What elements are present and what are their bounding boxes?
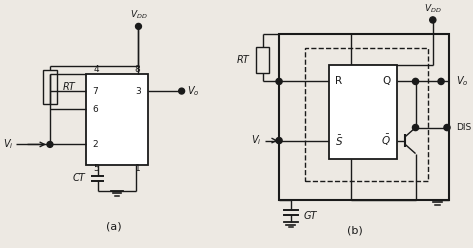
Bar (329, 65, 397, 159)
Text: RT: RT (237, 55, 250, 65)
Text: 1: 1 (134, 164, 140, 173)
Circle shape (136, 23, 141, 29)
Circle shape (412, 78, 419, 85)
Text: RT: RT (62, 82, 75, 92)
Text: $V_o$: $V_o$ (187, 84, 200, 98)
Text: $V_o$: $V_o$ (456, 75, 469, 88)
Circle shape (429, 17, 436, 23)
Bar (86, 74, 148, 165)
Circle shape (438, 78, 444, 85)
Circle shape (276, 137, 282, 144)
Text: GT: GT (304, 211, 317, 221)
Text: 6: 6 (93, 105, 98, 114)
Circle shape (179, 88, 184, 94)
Text: $V_i$: $V_i$ (3, 138, 14, 151)
Text: (a): (a) (105, 221, 122, 231)
Text: R: R (335, 76, 342, 87)
Text: 2: 2 (93, 140, 98, 149)
Circle shape (412, 124, 419, 131)
Text: 7: 7 (93, 87, 98, 95)
Bar (256, 47, 269, 73)
Bar (305, 48, 428, 181)
Text: (b): (b) (347, 225, 363, 235)
Text: $V_{DD}$: $V_{DD}$ (424, 2, 442, 15)
Text: $V_{DD}$: $V_{DD}$ (130, 9, 147, 21)
Text: 8: 8 (134, 65, 140, 74)
Circle shape (444, 124, 450, 131)
Circle shape (47, 141, 53, 147)
Bar (43, 69, 57, 104)
Circle shape (276, 78, 282, 85)
Text: DIS: DIS (456, 123, 472, 132)
Text: 5: 5 (94, 164, 99, 173)
Text: $\bar{S}$: $\bar{S}$ (335, 133, 343, 148)
Text: 4: 4 (94, 65, 99, 74)
Text: 3: 3 (135, 87, 141, 95)
Bar (279, 34, 449, 200)
Text: Q: Q (383, 76, 391, 87)
Text: CT: CT (72, 174, 85, 184)
Text: $\bar{Q}$: $\bar{Q}$ (381, 133, 391, 148)
Text: $V_i$: $V_i$ (251, 134, 261, 148)
